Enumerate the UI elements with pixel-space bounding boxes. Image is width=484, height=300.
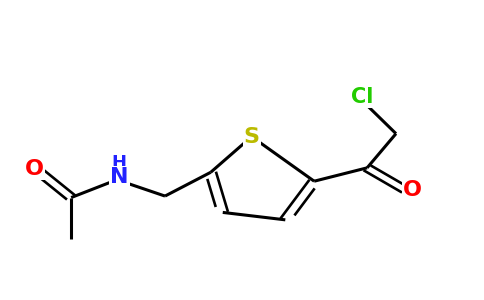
- Text: O: O: [25, 159, 44, 179]
- Text: H: H: [112, 154, 127, 172]
- Text: N: N: [110, 167, 129, 187]
- Text: O: O: [403, 180, 423, 200]
- Text: Cl: Cl: [351, 86, 374, 106]
- Text: S: S: [243, 127, 259, 147]
